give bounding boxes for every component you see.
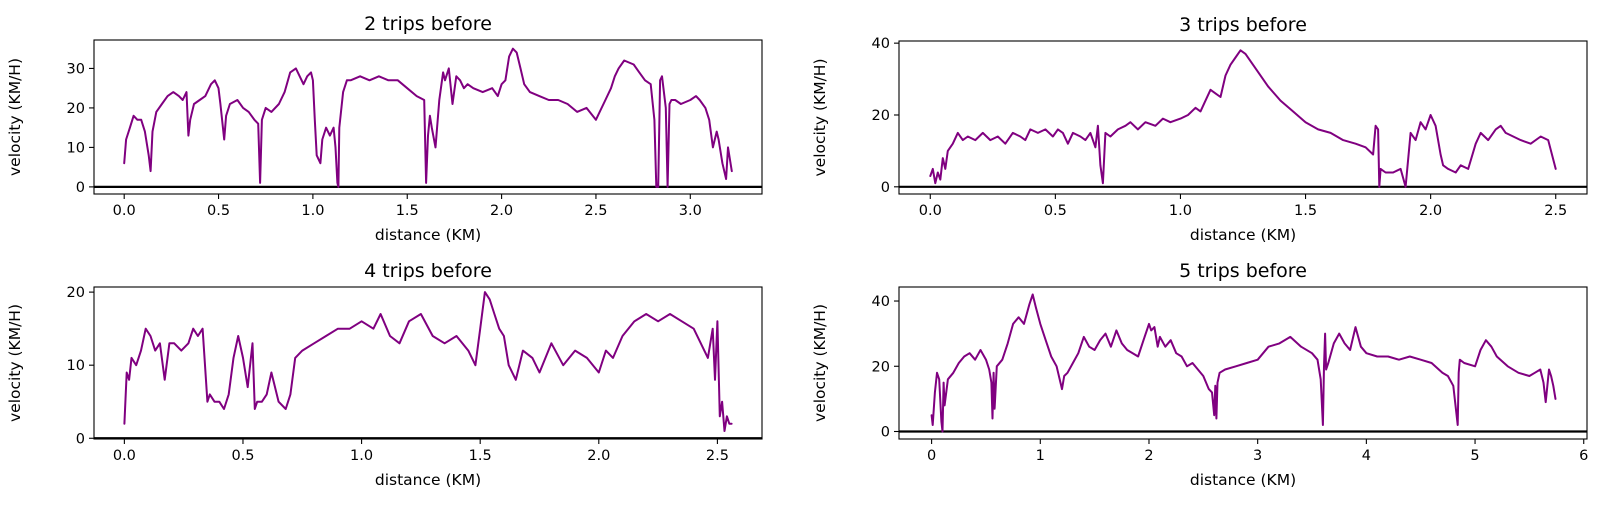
y-axis-label: velocity (KM/H) [6, 304, 24, 422]
x-tick-label: 1.5 [396, 203, 419, 219]
velocity-series-line [123, 291, 733, 432]
y-tick-label: 20 [872, 359, 890, 375]
x-tick-label: 0 [927, 448, 936, 464]
x-tick-label: 2.5 [1544, 203, 1567, 219]
x-tick-label: 0.0 [113, 203, 136, 219]
x-tick-label: 0.5 [1044, 203, 1067, 219]
x-tick-label: 2.5 [584, 203, 607, 219]
y-tick-label: 0 [881, 180, 890, 196]
x-tick-label: 2.0 [587, 448, 610, 464]
x-axis-label: distance (KM) [1190, 471, 1296, 489]
plot-frame [93, 286, 763, 440]
y-tick-label: 20 [67, 285, 85, 301]
x-tick-label: 1.0 [1169, 203, 1192, 219]
plot-frame [898, 286, 1588, 440]
velocity-series-line [930, 293, 1557, 433]
x-tick-label: 1.0 [301, 203, 324, 219]
x-tick-label: 1 [1036, 448, 1045, 464]
x-axis-label: distance (KM) [375, 226, 481, 244]
x-tick-label: 6 [1579, 448, 1588, 464]
chart-panel-1: 2 trips before 0.0 0.5 1.0 1.5 2.0 2.5 3.0 0 10 20… [6, 13, 763, 244]
y-tick-label: 0 [76, 180, 85, 196]
plot-frame [93, 39, 763, 195]
chart-panel-2: 3 trips before 0.0 0.5 1.0 1.5 2.0 2.5 0 20 40 dis… [811, 14, 1588, 244]
x-tick-label: 2 [1144, 448, 1153, 464]
x-tick-label: 0.0 [919, 203, 942, 219]
x-tick-label: 0.5 [207, 203, 230, 219]
y-tick-label: 0 [76, 431, 85, 447]
x-tick-label: 0.0 [113, 448, 136, 464]
y-tick-label: 10 [67, 358, 85, 374]
x-tick-label: 3 [1253, 448, 1262, 464]
chart-title: 4 trips before [364, 260, 492, 282]
chart-title: 3 trips before [1179, 14, 1307, 36]
y-tick-label: 0 [881, 424, 890, 440]
x-tick-label: 3.0 [679, 203, 702, 219]
x-tick-label: 2.0 [1419, 203, 1442, 219]
plot-frame [898, 40, 1588, 195]
y-tick-label: 40 [872, 36, 890, 52]
chart-panel-3: 4 trips before 0.0 0.5 1.0 1.5 2.0 2.5 0 10 20 dis… [6, 260, 763, 489]
y-tick-label: 10 [67, 140, 85, 156]
x-axis-label: distance (KM) [1190, 226, 1296, 244]
velocity-series-line [929, 49, 1557, 188]
y-tick-label: 20 [872, 108, 890, 124]
x-tick-label: 1.5 [1294, 203, 1317, 219]
x-tick-label: 2.5 [706, 448, 729, 464]
chart-title: 2 trips before [364, 13, 492, 35]
y-axis-label: velocity (KM/H) [811, 58, 829, 176]
x-tick-label: 4 [1362, 448, 1371, 464]
x-tick-label: 1.5 [469, 448, 492, 464]
x-tick-label: 2.0 [490, 203, 513, 219]
velocity-series-line [123, 47, 733, 188]
chart-title: 5 trips before [1179, 260, 1307, 282]
chart-panel-4: 5 trips before 0 1 2 3 4 5 6 0 20 40 distance (KM) v… [811, 260, 1588, 489]
x-tick-label: 1.0 [350, 448, 373, 464]
x-tick-label: 0.5 [231, 448, 254, 464]
x-tick-label: 5 [1470, 448, 1479, 464]
x-axis-label: distance (KM) [375, 471, 481, 489]
y-axis-label: velocity (KM/H) [811, 304, 829, 422]
y-tick-label: 20 [67, 101, 85, 117]
y-tick-label: 30 [67, 61, 85, 77]
y-axis-label: velocity (KM/H) [6, 58, 24, 176]
y-tick-label: 40 [872, 294, 890, 310]
